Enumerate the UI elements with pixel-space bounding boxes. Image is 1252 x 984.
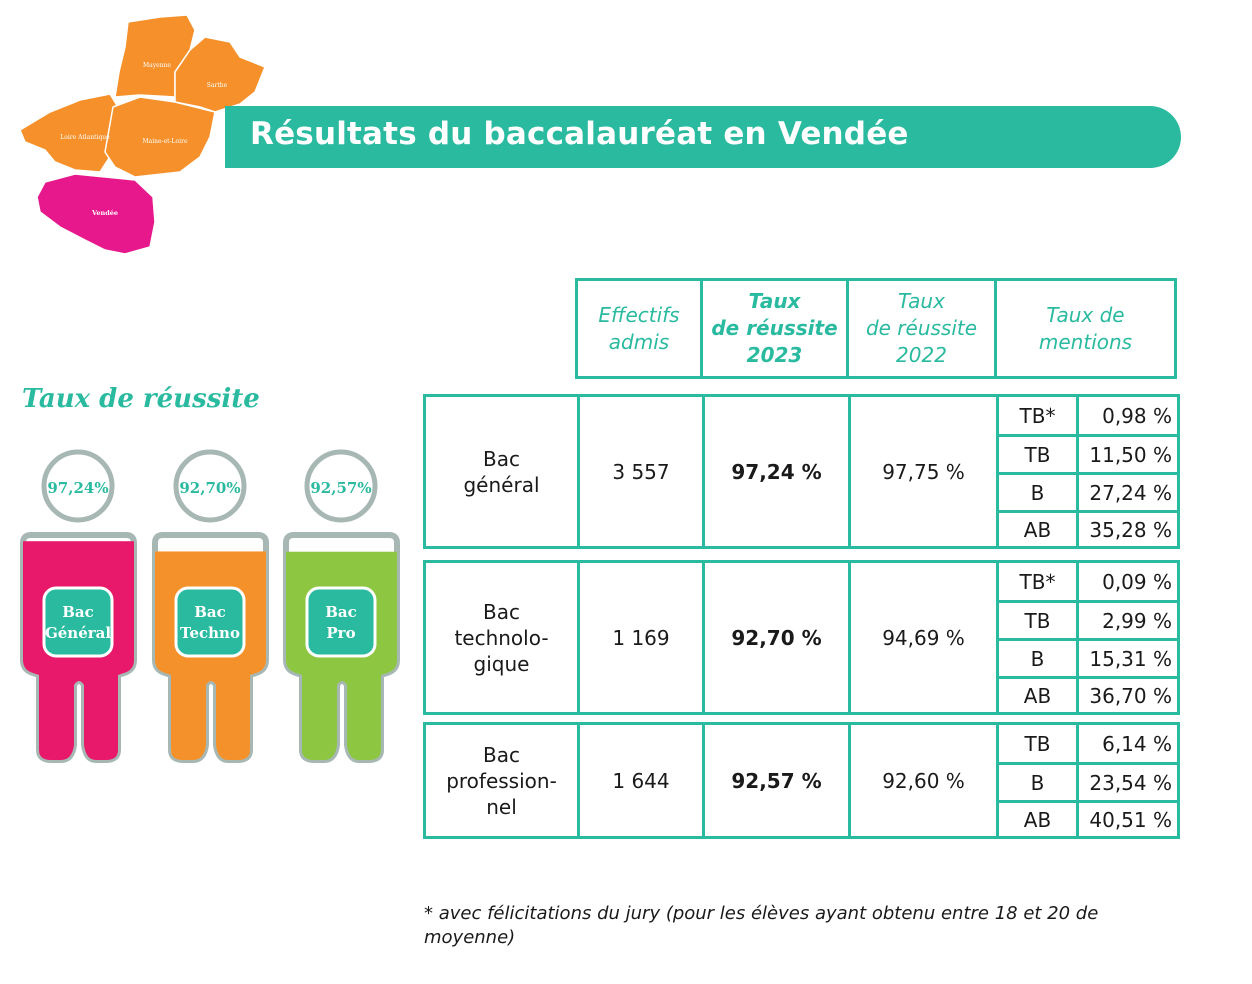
row-name: Bac profession-nel [446,742,557,819]
figure-percentage: 92,70% [179,479,240,497]
map-label-maine-et-loire: Maine-et-Loire [142,138,187,145]
mention-row: B 27,24 % [999,472,1177,510]
figure-2: 92,57% Bac Pro [283,449,400,763]
footnote: * avec félicitations du jury (pour les é… [424,903,1099,948]
header-mentions: Taux de mentions [997,281,1174,376]
table-row-bac-general: Bac général 3 557 97,24 % 97,75 % TB* 0,98… [423,394,1180,549]
figure-head-ring [304,449,378,523]
header-effectifs-l2: admis [608,329,670,354]
side-title: Taux de réussite [22,384,260,414]
map-vendee [36,173,156,255]
mention-row: AB 40,51 % [999,800,1177,836]
map-loire-atlantique [19,93,119,173]
figure-percentage: 92,57% [310,479,371,497]
map-label-sarthe: Sarthe [207,82,228,89]
figure-label-box [42,586,114,658]
table-header: Effectifs admis Taux de réussite 2023 Taux d… [575,278,1177,379]
row-effectifs: 1 169 [612,625,670,650]
mention-row: AB 36,70 % [999,676,1177,712]
region-map: Mayenne Sarthe Loire Atlantique Maine-et… [19,14,266,255]
mentions-table: TB 6,14 % B 23,54 % AB 40,51 % [999,725,1177,836]
figure-label-line1: Bac [194,603,226,621]
table-row-bac-pro: Bac profession-nel 1 644 92,57 % 92,60 % … [423,722,1180,839]
mention-row: AB 35,28 % [999,510,1177,546]
header-2022-l2: de réussite [865,316,978,340]
header-mentions-l1: Taux de [1046,302,1125,327]
mentions-table: TB* 0,09 % TB 2,99 % B 15,31 % AB 36,70 % [999,563,1177,712]
figure-label-box [305,586,377,658]
row-taux-2022: 97,75 % [882,459,965,484]
mention-row: B 15,31 % [999,638,1177,676]
page-title: Résultats du baccalauréat en Vendée [250,116,909,152]
row-effectifs: 1 644 [612,768,670,793]
map-label-loire-atlantique: Loire Atlantique [60,134,110,141]
figure-label-box [174,586,246,658]
mention-row: TB* 0,09 % [999,563,1177,600]
figure-percentage: 97,24% [47,479,108,497]
header-2022-l1: Taux [898,289,945,313]
mentions-table: TB* 0,98 % TB 11,50 % B 27,24 % AB 35,28 % [999,397,1177,546]
mention-row: B 23,54 % [999,762,1177,800]
success-rate-figures: 97,24% Bac Général 92,70% Bac Techno 92,57% B… [20,449,400,763]
figure-head-ring [41,449,115,523]
header-taux-2022: Taux de réussite 2022 [849,281,994,376]
map-label-mayenne: Mayenne [143,62,171,69]
mention-row: TB 11,50 % [999,434,1177,472]
row-taux-2022: 94,69 % [882,625,965,650]
row-taux-2023: 97,24 % [731,459,822,484]
figure-label-line2: Pro [326,624,355,642]
map-label-vendee: Vendée [91,209,118,217]
figure-label-line2: Techno [180,624,240,642]
row-taux-2023: 92,57 % [731,768,822,793]
map-sarthe [174,36,266,113]
row-taux-2023: 92,70 % [731,625,822,650]
figure-label-line1: Bac [62,603,94,621]
mention-row: TB* 0,98 % [999,397,1177,434]
row-name: Bac technolo-gique [454,599,549,676]
table-row-bac-techno: Bac technolo-gique 1 169 92,70 % 94,69 % … [423,560,1180,715]
figure-0: 97,24% Bac Général [20,449,137,763]
mention-row: TB 6,14 % [999,725,1177,762]
row-effectifs: 3 557 [612,459,670,484]
title-banner [225,106,1181,168]
row-name: Bac général [463,446,540,497]
figure-label-line1: Bac [325,603,357,621]
row-taux-2022: 92,60 % [882,768,965,793]
figure-label-line2: Général [45,624,111,642]
mention-row: TB 2,99 % [999,600,1177,638]
header-2023-l2: de réussite [711,316,838,340]
header-effectifs: Effectifs admis [578,281,700,376]
header-taux-2023: Taux de réussite 2023 [703,281,846,376]
header-2023-l1: Taux [748,289,801,313]
header-mentions-l2: mentions [1038,329,1133,354]
header-2023-l3: 2023 [746,343,803,367]
header-effectifs-l1: Effectifs [598,302,680,327]
map-maine-et-loire [104,96,216,178]
figure-1: 92,70% Bac Techno [152,449,269,763]
figure-head-ring [173,449,247,523]
header-2022-l3: 2022 [896,343,947,367]
